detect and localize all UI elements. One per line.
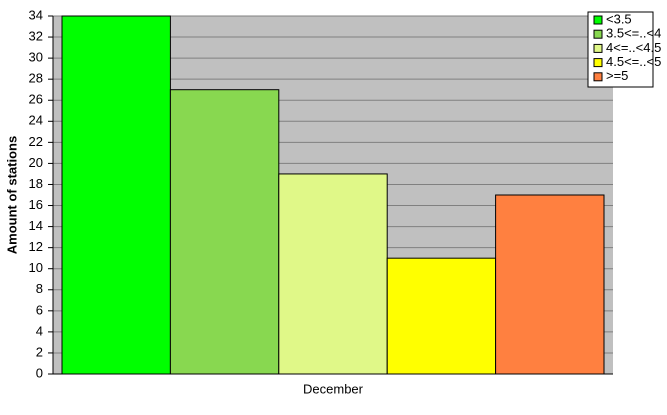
y-tick-label: 14 [29, 218, 43, 233]
bar [61, 15, 171, 375]
legend-label: 4<=..<4.5 [606, 40, 661, 55]
y-tick-label: 24 [29, 113, 43, 128]
y-tick-label: 0 [36, 365, 43, 380]
x-tick-label: December [303, 381, 364, 396]
bar [386, 257, 497, 375]
legend-label: >=5 [606, 68, 628, 83]
legend-swatch [593, 43, 603, 53]
legend-swatch [593, 58, 603, 68]
legend-label: 3.5<=..<4 [606, 26, 661, 41]
y-tick-label: 8 [36, 281, 43, 296]
y-tick-label: 16 [29, 197, 43, 212]
y-tick-label: 10 [29, 260, 43, 275]
legend-label: <3.5 [606, 11, 632, 26]
bar [278, 173, 388, 375]
legend-swatch [593, 15, 603, 25]
legend-swatch [593, 72, 603, 82]
bar [169, 89, 280, 375]
legend-swatch [593, 29, 603, 39]
y-tick-label: 20 [29, 155, 43, 170]
y-axis-label: Amount of stations [4, 136, 19, 254]
y-tick-label: 18 [29, 176, 43, 191]
y-tick-label: 32 [29, 28, 43, 43]
y-tick-label: 22 [29, 134, 43, 149]
y-tick-label: 30 [29, 50, 43, 65]
bar [495, 194, 605, 375]
y-tick-label: 4 [36, 323, 43, 338]
y-tick-label: 2 [36, 344, 43, 359]
y-tick-label: 26 [29, 92, 43, 107]
legend-label: 4.5<=..<5 [606, 54, 661, 69]
y-tick-label: 28 [29, 71, 43, 86]
y-tick-label: 34 [29, 7, 43, 22]
y-tick-label: 12 [29, 239, 43, 254]
y-tick-label: 6 [36, 302, 43, 317]
